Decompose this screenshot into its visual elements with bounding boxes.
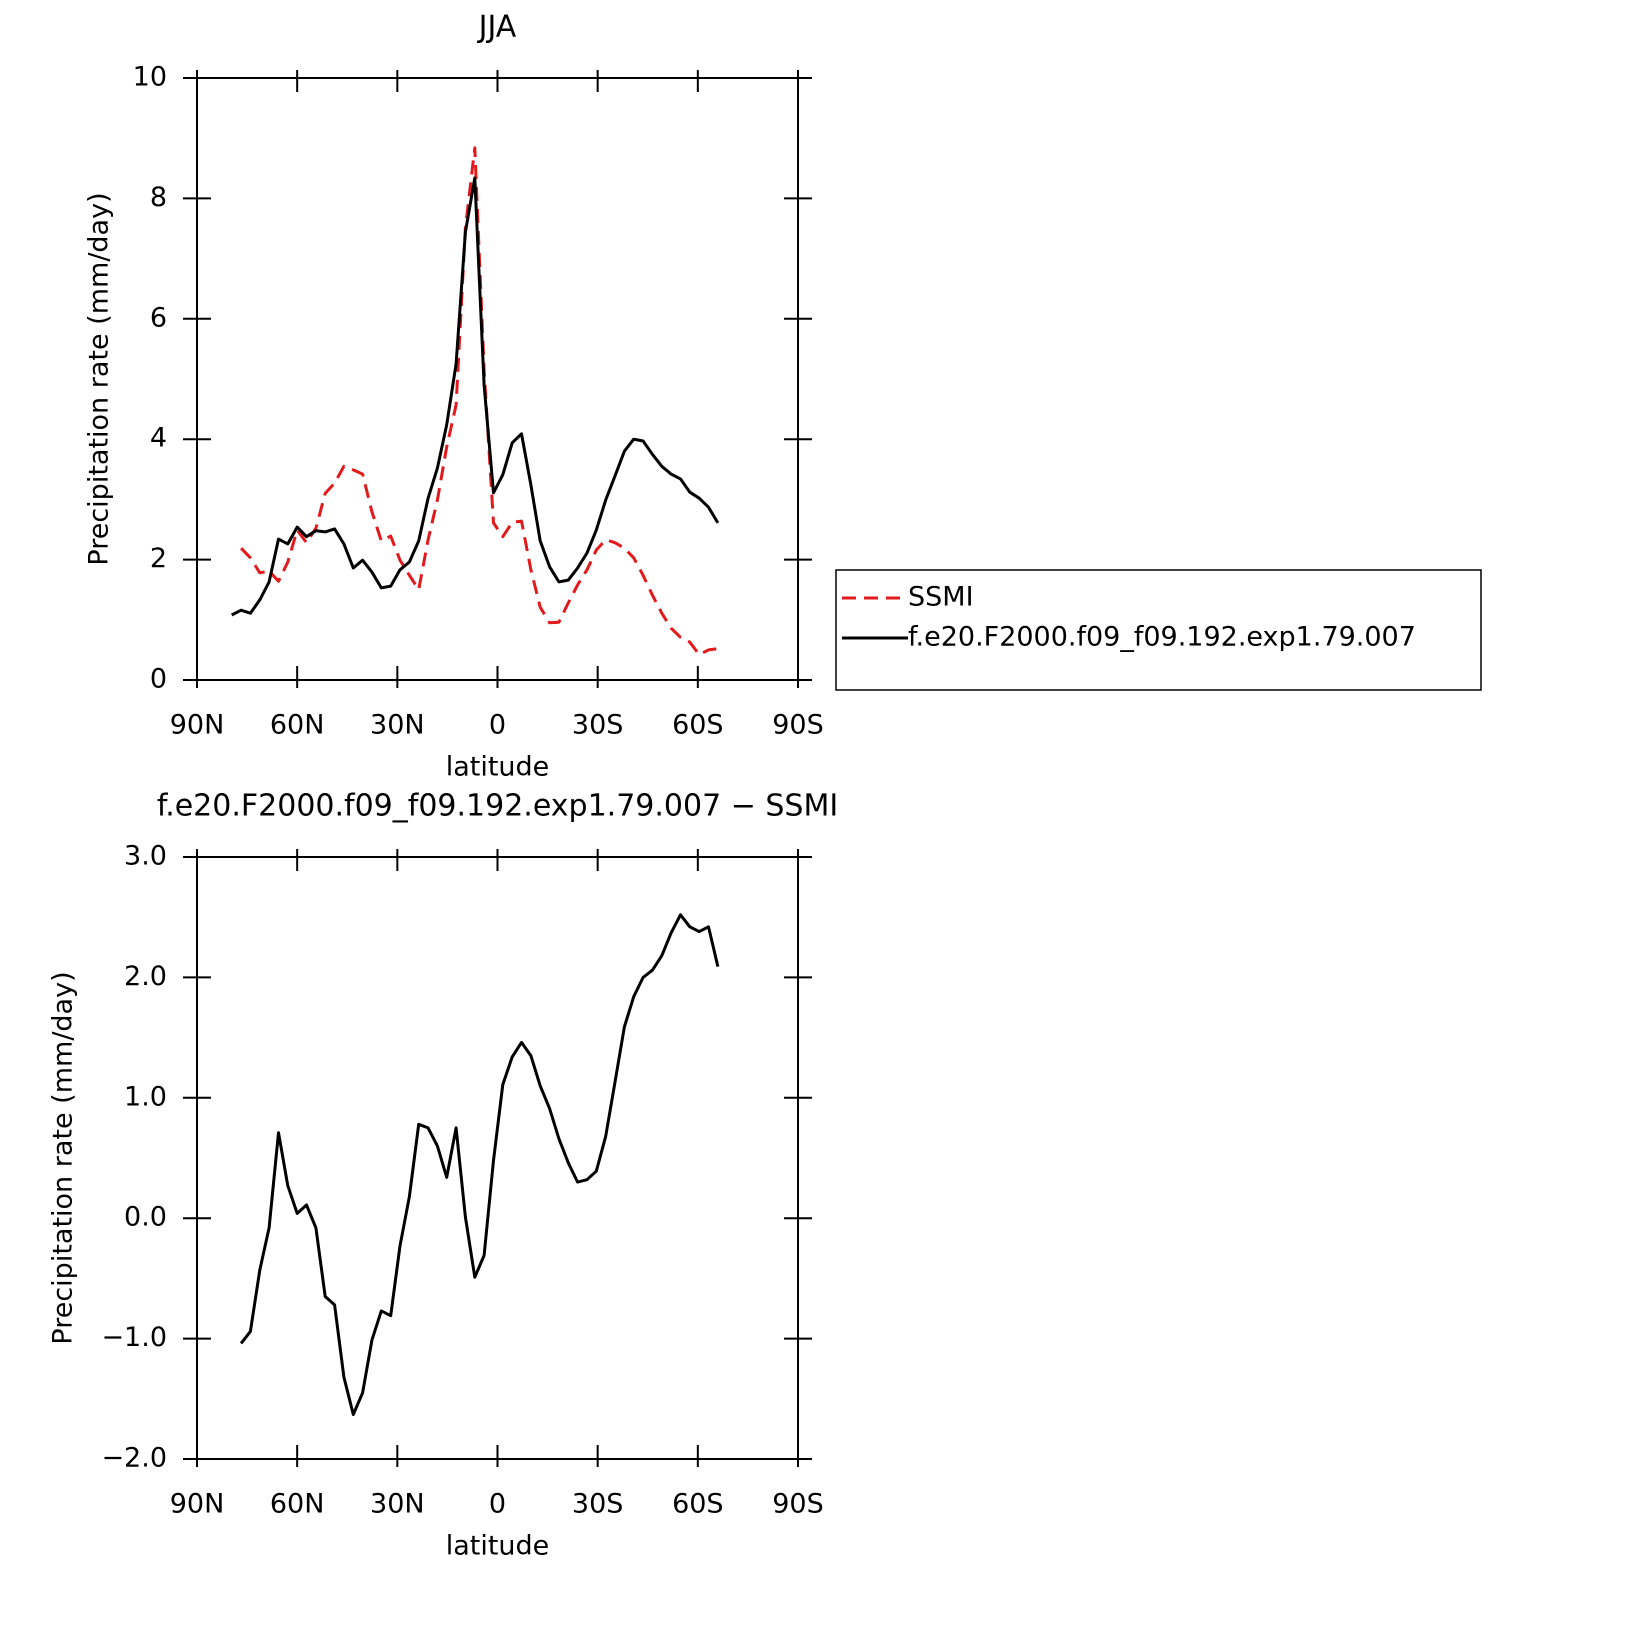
x-tick-label: 60S — [672, 710, 724, 741]
y-tick-label: 10 — [133, 62, 167, 93]
x-tick-label: 30N — [370, 1489, 425, 1520]
chart-title: f.e20.F2000.f09_f09.192.exp1.79.007 − SS… — [157, 789, 838, 824]
y-tick-label: 0 — [150, 664, 167, 695]
x-tick-label: 90N — [170, 710, 225, 741]
data-line — [231, 176, 720, 617]
y-tick-label: 4 — [150, 423, 167, 454]
y-tick-label: 2 — [150, 543, 167, 574]
x-tick-label: 30S — [572, 1489, 624, 1520]
chart-title: JJA — [477, 10, 517, 45]
data-line — [239, 913, 720, 1416]
x-tick-label: 60S — [672, 1489, 724, 1520]
legend-box — [835, 569, 1482, 691]
x-tick-label: 30N — [370, 710, 425, 741]
x-tick-label: 30S — [572, 710, 624, 741]
x-axis-label: latitude — [446, 752, 550, 783]
x-tick-label: 90N — [170, 1489, 225, 1520]
x-tick-label: 90S — [772, 710, 824, 741]
y-tick-label: 2.0 — [124, 961, 167, 992]
y-axis-label: Precipitation rate (mm/day) — [84, 192, 115, 565]
x-tick-label: 60N — [270, 710, 325, 741]
legend-label: f.e20.F2000.f09_f09.192.exp1.79.007 — [908, 622, 1416, 653]
data-line — [240, 146, 719, 657]
x-tick-label: 0 — [489, 710, 506, 741]
plot-frame — [196, 77, 799, 681]
x-tick-label: 60N — [270, 1489, 325, 1520]
y-tick-label: 0.0 — [124, 1202, 167, 1233]
x-tick-label: 0 — [489, 1489, 506, 1520]
y-tick-label: 8 — [150, 182, 167, 213]
plot-frame — [196, 856, 799, 1460]
x-axis-label: latitude — [446, 1531, 550, 1562]
y-tick-label: −1.0 — [101, 1322, 167, 1353]
legend-label: SSMI — [908, 582, 974, 613]
x-tick-label: 90S — [772, 1489, 824, 1520]
y-tick-label: 3.0 — [124, 841, 167, 872]
y-tick-label: 1.0 — [124, 1081, 167, 1112]
y-tick-label: 6 — [150, 302, 167, 333]
y-axis-label: Precipitation rate (mm/day) — [48, 971, 79, 1344]
y-tick-label: −2.0 — [101, 1443, 167, 1474]
